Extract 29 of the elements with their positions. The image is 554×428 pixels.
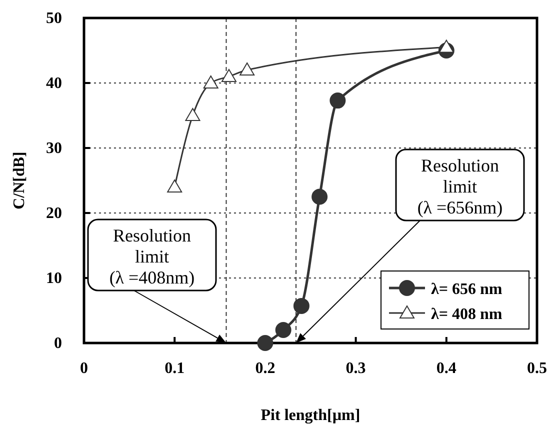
- point: [240, 62, 255, 76]
- x-tick-label: 0.3: [346, 360, 366, 377]
- y-tick-label: 0: [54, 335, 62, 352]
- x-tick-label: 0.1: [164, 360, 185, 377]
- legend-label: λ= 656 nm: [431, 281, 503, 298]
- annotation: Resolution limit (λ =656nm): [417, 156, 503, 218]
- legend-label: λ= 408 nm: [431, 306, 503, 323]
- x-tick-label: 0.2: [255, 360, 276, 377]
- point: [438, 40, 454, 53]
- x-tick-label: 0.4: [436, 360, 456, 377]
- y-tick-label: 40: [46, 75, 62, 92]
- x-axis-title: Pit length[µm]: [260, 407, 360, 424]
- point: [330, 92, 346, 109]
- y-axis-title: C/N[dB]: [11, 152, 28, 210]
- point: [312, 188, 328, 205]
- x-tick-label: 0.5: [527, 360, 547, 377]
- point: [221, 69, 236, 82]
- point: [293, 298, 310, 314]
- y-tick-label: 20: [46, 205, 62, 222]
- point: [203, 76, 218, 88]
- y-tick-label: 50: [46, 10, 62, 27]
- y-tick-label: 10: [46, 270, 62, 287]
- y-tick-label: 30: [46, 140, 62, 157]
- annotation: Resolution limit (λ =408nm): [109, 226, 195, 288]
- point: [185, 108, 200, 121]
- point: [275, 322, 292, 338]
- point: [167, 180, 182, 192]
- point: [257, 335, 274, 351]
- x-tick-label: 0: [80, 360, 88, 377]
